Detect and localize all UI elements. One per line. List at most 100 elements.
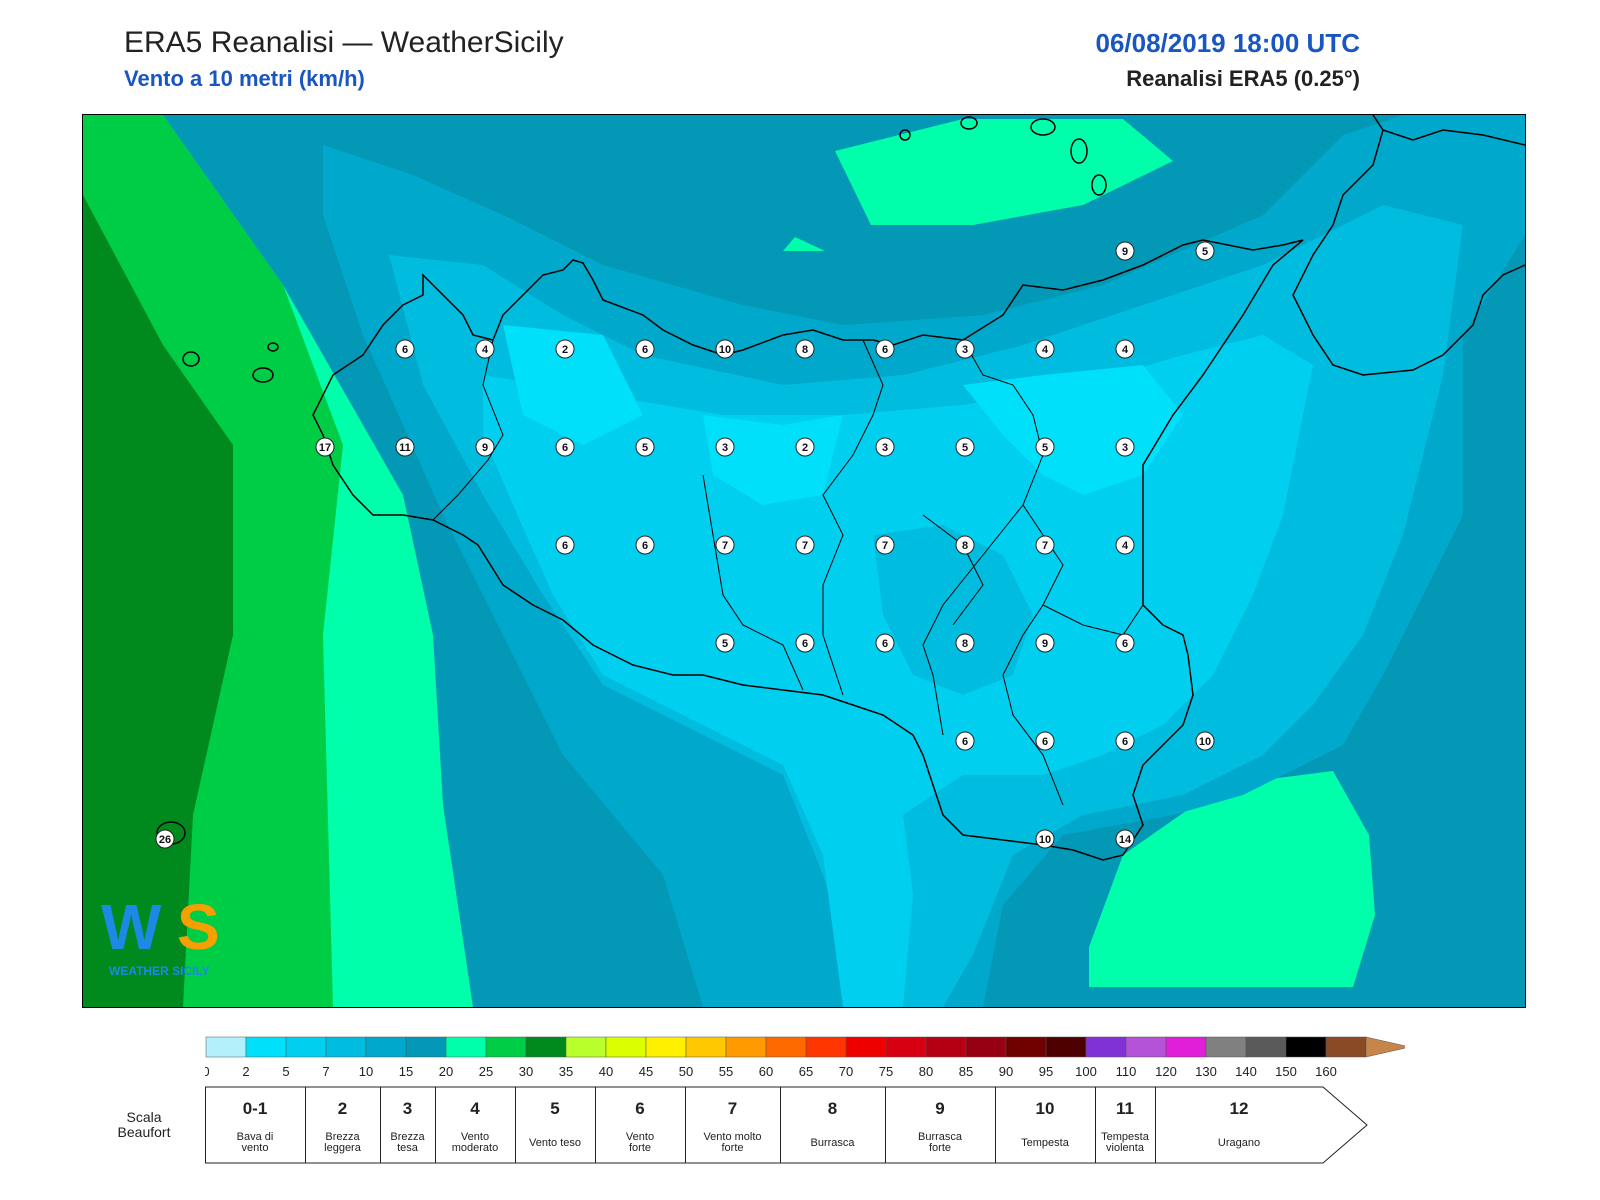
station-circle [1035, 633, 1055, 653]
colorbar-tick: 40 [599, 1064, 613, 1079]
station-markers: 6 4 2 6 10 8 6 3 4 49 517 11 9 6 5 3 2 3 5 5 36 6 7 7 7 8 7 45 6 6 8 9 6… [155, 241, 1215, 849]
station-marker: 4 [1115, 339, 1135, 359]
colorbar-box [245, 1036, 287, 1058]
station-marker: 8 [795, 339, 815, 359]
beaufort-description: Brezza tesa [390, 1131, 425, 1154]
beaufort-number: 9 [935, 1099, 944, 1118]
station-wind-value: 3 [882, 442, 888, 454]
wind-map: 6 4 2 6 10 8 6 3 4 4 9 5 17 11 9 6 5 3 2 3 5 5 3 6 6 7 7 7 8 7 4 5 6 6 8 9 6… [82, 114, 1526, 1008]
beaufort-number: 3 [403, 1099, 412, 1118]
station-wind-value: 6 [562, 442, 568, 454]
station-circle [875, 633, 895, 653]
station-circle [715, 535, 735, 555]
station-wind-value: 11 [399, 442, 411, 454]
station-circle [1035, 339, 1055, 359]
station-wind-value: 17 [319, 442, 331, 454]
station-circle [1115, 437, 1135, 457]
colorbar-box [365, 1036, 407, 1058]
beaufort-cell: 12 Uragano [1155, 1086, 1368, 1164]
station-wind-value: 8 [962, 540, 968, 552]
station-circle [395, 339, 415, 359]
weathersicily-logo: W S WEATHER SICILY [101, 891, 220, 978]
colorbar-box [645, 1036, 687, 1058]
station-wind-value: 6 [1122, 736, 1128, 748]
colorbar-box [885, 1036, 927, 1058]
station-marker: 5 [715, 633, 735, 653]
beaufort-cell: 11 Tempesta violenta [1095, 1086, 1156, 1164]
beaufort-number: 0-1 [243, 1099, 268, 1118]
station-marker: 6 [395, 339, 415, 359]
contour-band-15-20-small [783, 237, 825, 251]
station-wind-value: 3 [722, 442, 728, 454]
beaufort-cell-arrow [1155, 1086, 1368, 1164]
colorbar-box [685, 1036, 727, 1058]
station-circle [155, 829, 175, 849]
station-wind-value: 26 [159, 834, 171, 846]
station-circle [635, 535, 655, 555]
data-source: Reanalisi ERA5 (0.25°) [1126, 66, 1360, 91]
colorbar-tick: 90 [999, 1064, 1013, 1079]
beaufort-number: 8 [828, 1099, 837, 1118]
station-circle [795, 633, 815, 653]
colorbar-box [445, 1036, 487, 1058]
beaufort-description: Brezza leggera [324, 1131, 362, 1154]
beaufort-description: Burrasca [810, 1137, 855, 1149]
colorbar-tick: 100 [1075, 1064, 1097, 1079]
station-wind-value: 5 [1042, 442, 1048, 454]
beaufort-cell: 5 Vento teso [515, 1086, 596, 1164]
station-circle [395, 437, 415, 457]
beaufort-cell-box [205, 1086, 306, 1164]
station-marker: 8 [955, 535, 975, 555]
station-marker: 6 [875, 633, 895, 653]
beaufort-number: 10 [1036, 1099, 1055, 1118]
beaufort-description: Vento molto forte [703, 1131, 761, 1154]
colorbar-tick: 2 [242, 1064, 249, 1079]
station-circle [955, 437, 975, 457]
station-marker: 8 [955, 633, 975, 653]
colorbar-box [845, 1036, 887, 1058]
map-title: ERA5 Reanalisi — WeatherSicily [124, 26, 564, 59]
station-circle [555, 339, 575, 359]
colorbar-tick: 50 [679, 1064, 693, 1079]
beaufort-cell-box [380, 1086, 436, 1164]
beaufort-cell-box [995, 1086, 1096, 1164]
station-wind-value: 3 [962, 344, 968, 356]
station-marker: 6 [955, 731, 975, 751]
station-wind-value: 5 [722, 638, 728, 650]
station-marker: 2 [795, 437, 815, 457]
station-wind-value: 8 [802, 344, 808, 356]
station-marker: 4 [1035, 339, 1055, 359]
station-wind-value: 4 [1042, 344, 1049, 356]
station-wind-value: 6 [1042, 736, 1048, 748]
colorbar-tick: 95 [1039, 1064, 1053, 1079]
colorbar-tick: 5 [282, 1064, 289, 1079]
colorbar-box [925, 1036, 967, 1058]
station-circle [875, 437, 895, 457]
station-circle [555, 437, 575, 457]
station-marker: 6 [875, 339, 895, 359]
colorbar-box [1205, 1036, 1247, 1058]
station-wind-value: 10 [719, 344, 731, 356]
station-marker: 14 [1115, 829, 1135, 849]
station-wind-value: 8 [962, 638, 968, 650]
station-circle [795, 535, 815, 555]
station-wind-value: 5 [962, 442, 968, 454]
station-marker: 2 [555, 339, 575, 359]
station-wind-value: 9 [1042, 638, 1048, 650]
station-circle [955, 633, 975, 653]
station-wind-value: 6 [1122, 638, 1128, 650]
beaufort-description: Vento moderato [452, 1131, 498, 1154]
station-circle [1115, 731, 1135, 751]
station-circle [1035, 829, 1055, 849]
station-marker: 5 [1195, 241, 1215, 261]
colorbar-tick: 20 [439, 1064, 453, 1079]
colorbar-box [1005, 1036, 1047, 1058]
station-circle [715, 339, 735, 359]
station-marker: 4 [1115, 535, 1135, 555]
station-marker: 11 [395, 437, 415, 457]
colorbar-box [725, 1036, 767, 1058]
station-wind-value: 6 [402, 344, 408, 356]
contour-band-0-2-c [703, 415, 843, 505]
station-marker: 3 [955, 339, 975, 359]
station-circle [955, 339, 975, 359]
